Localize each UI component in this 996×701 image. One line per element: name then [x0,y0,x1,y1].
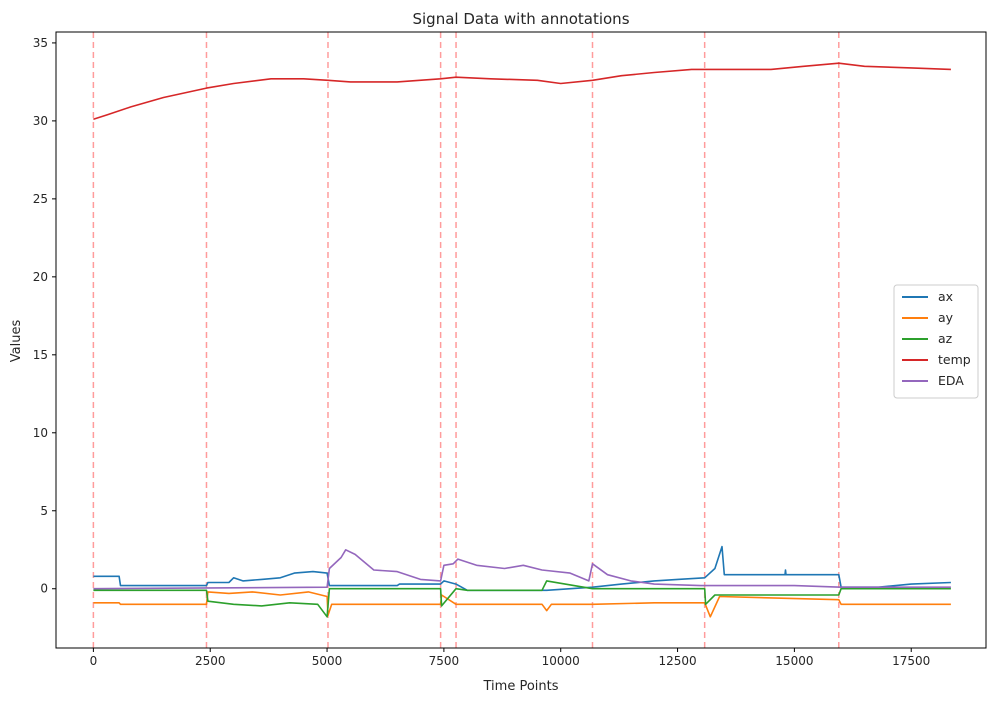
y-tick-label: 10 [33,426,48,440]
y-tick-label: 0 [40,582,48,596]
y-tick-label: 25 [33,192,48,206]
x-tick-label: 7500 [429,654,460,668]
x-axis-label: Time Points [483,679,559,694]
x-tick-label: 5000 [312,654,343,668]
series-line-temp [93,62,951,121]
series-line-eda [93,549,951,590]
legend-box [893,284,979,399]
axes: 0 2500 5000 7500 10000 12500 15000 17500 0 5 10 15 2… [33,31,987,668]
legend: ax ay az temp EDA [893,284,979,399]
legend-label-ay: ay [938,310,954,325]
legend-label-temp: temp [938,352,971,367]
legend-label-ax: ax [938,289,953,304]
y-tick-label: 15 [33,348,48,362]
chart-title: Signal Data with annotations [412,10,629,28]
annotation-lines [92,32,840,648]
x-tick-label: 17500 [892,654,930,668]
y-tick-label: 30 [33,114,48,128]
x-tick-label: 0 [90,654,98,668]
y-axis-label: Values [9,320,24,363]
x-tick-label: 2500 [195,654,226,668]
legend-label-az: az [938,331,953,346]
legend-label-eda: EDA [938,373,964,388]
plot-frame [55,31,987,649]
y-tick-label: 20 [33,270,48,284]
series-line-az [93,580,951,618]
series-lines [93,62,951,618]
y-tick-label: 35 [33,36,48,50]
x-tick-label: 10000 [542,654,580,668]
x-tick-label: 15000 [775,654,813,668]
x-tick-label: 12500 [658,654,696,668]
y-tick-label: 5 [40,504,48,518]
series-line-ax [93,545,951,592]
